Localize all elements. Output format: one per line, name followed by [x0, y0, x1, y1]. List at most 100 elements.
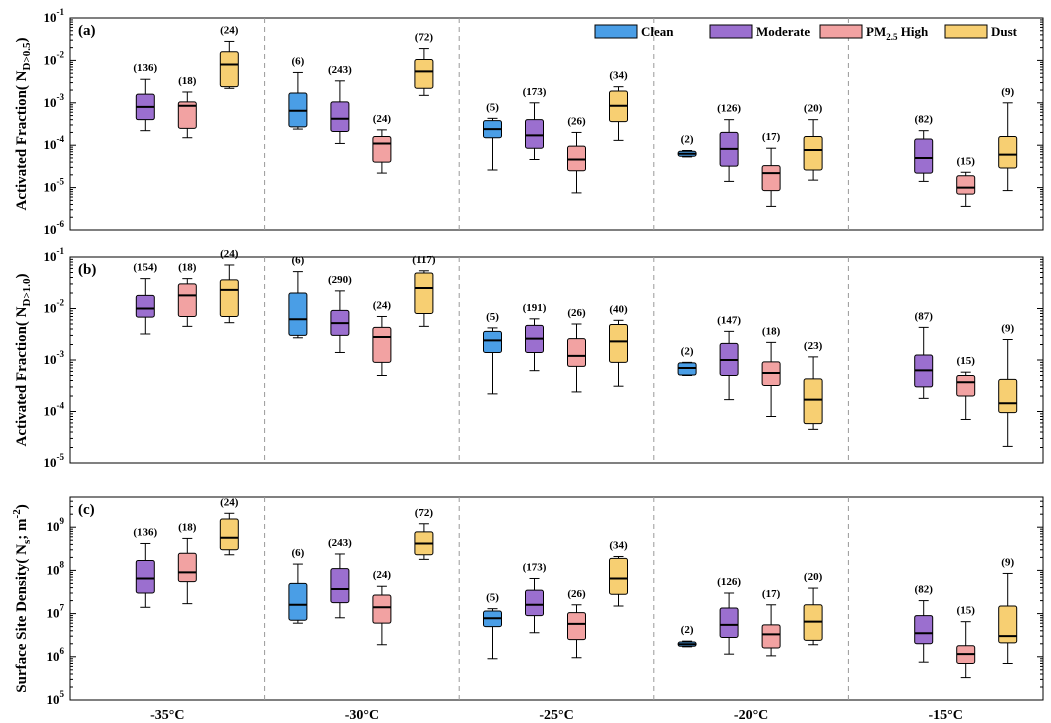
box-body — [219, 51, 239, 88]
y-axis-label-sub: D>1.0 — [21, 278, 33, 306]
y-axis-label-tail: ; m — [14, 518, 30, 540]
box-body — [525, 589, 544, 617]
sample-count-label: (243) — [328, 64, 352, 76]
box-body — [372, 594, 392, 624]
sample-count-label: (147) — [717, 314, 741, 326]
y-tick-exponent: -6 — [57, 219, 65, 229]
box-dust: (72) — [414, 32, 434, 96]
box-body — [609, 557, 628, 595]
box-body — [414, 272, 434, 314]
sample-count-label: (26) — [567, 115, 586, 127]
box-body — [998, 378, 1018, 414]
sample-count-label: (2) — [681, 624, 694, 636]
legend-swatch — [944, 24, 988, 39]
sample-count-label: (15) — [957, 155, 976, 167]
y-tick-exponent: -2 — [57, 49, 65, 59]
box-dust: (9) — [998, 556, 1018, 664]
box-body — [288, 582, 308, 621]
sample-count-label: (18) — [178, 262, 197, 274]
box-body — [998, 136, 1018, 169]
sample-count-label: (23) — [804, 340, 823, 352]
y-tick-base: 10 — [44, 137, 57, 152]
sample-count-label: (6) — [291, 547, 304, 559]
sample-count-label: (72) — [415, 32, 434, 44]
y-tick-exponent: 7 — [60, 603, 65, 613]
y-tick-label: 10-2 — [44, 298, 65, 316]
sample-count-label: (136) — [133, 62, 157, 74]
legend-item-pm2-5-high: PM2.5 High — [819, 24, 929, 42]
sample-count-label: (15) — [957, 605, 976, 617]
box-dust: (9) — [998, 86, 1018, 192]
box-body — [609, 323, 628, 363]
y-axis-label-sub: D>0.5 — [21, 42, 33, 70]
y-tick-exponent: -4 — [57, 134, 65, 144]
panel-label: (a) — [78, 23, 96, 39]
sample-count-label: (2) — [681, 345, 694, 357]
box-moderate: (154) — [133, 262, 158, 335]
sample-count-label: (17) — [762, 131, 781, 143]
box-moderate: (147) — [717, 314, 741, 401]
legend-label-main: Dust — [991, 24, 1018, 39]
sample-count-label: (26) — [567, 588, 586, 600]
box-dust: (20) — [803, 103, 823, 181]
box-moderate: (173) — [523, 86, 547, 160]
y-tick-label: 10-1 — [44, 246, 65, 264]
box-pm2-5-high: (24) — [372, 569, 392, 646]
legend-swatch — [594, 24, 638, 39]
box-body — [567, 145, 586, 172]
box-clean: (2) — [677, 345, 697, 377]
sample-count-label: (34) — [609, 70, 628, 82]
x-tick-label: -15°C — [929, 708, 963, 723]
y-tick-exponent: -1 — [57, 7, 65, 17]
box-body — [719, 607, 739, 638]
sample-count-label: (24) — [373, 569, 392, 581]
sample-count-label: (24) — [220, 248, 239, 260]
y-tick-label: 10-6 — [44, 219, 65, 237]
box-dust: (20) — [803, 571, 823, 646]
legend-swatch — [709, 24, 753, 39]
y-axis-label-tail2: ) — [14, 504, 30, 509]
panel-a: 10-610-510-410-310-210-1(a)Activated Fra… — [14, 7, 1044, 237]
y-tick-base: 10 — [47, 519, 60, 534]
y-axis-label-tail: ) — [14, 274, 30, 279]
legend-label: Clean — [641, 24, 674, 39]
legend: Clean Moderate PM2.5 High Dust — [594, 24, 1018, 42]
y-axis-label: Activated Fraction( ND>0.5) — [14, 38, 33, 211]
sample-count-label: (24) — [373, 299, 392, 311]
y-tick-base: 10 — [44, 301, 57, 316]
y-axis-label-main: Activated Fraction( N — [14, 306, 30, 446]
y-tick-label: 108 — [47, 559, 65, 577]
box-pm2-5-high: (24) — [372, 113, 392, 174]
y-tick-base: 10 — [44, 455, 57, 470]
box-clean: (6) — [288, 255, 308, 339]
sample-count-label: (2) — [681, 133, 694, 145]
y-tick-base: 10 — [44, 52, 57, 67]
box-pm2-5-high: (24) — [372, 299, 392, 377]
legend-label-main: PM — [866, 24, 886, 39]
box-body — [956, 375, 976, 397]
sample-count-label: (18) — [762, 325, 781, 337]
box-pm2-5-high: (17) — [761, 131, 781, 207]
y-tick-base: 10 — [44, 95, 57, 110]
box-dust: (72) — [414, 507, 434, 560]
y-tick-label: 10-4 — [44, 134, 65, 152]
panel-frame — [69, 496, 1044, 701]
sample-count-label: (173) — [523, 86, 547, 98]
y-tick-base: 10 — [47, 562, 60, 577]
sample-count-label: (154) — [133, 262, 157, 274]
box-clean: (2) — [677, 624, 697, 648]
box-pm2-5-high: (18) — [761, 325, 781, 417]
y-tick-exponent: 9 — [60, 516, 65, 526]
box-body — [998, 605, 1018, 644]
y-tick-exponent: -1 — [57, 246, 65, 256]
box-moderate: (243) — [328, 537, 352, 619]
x-tick-label: -35°C — [150, 708, 184, 723]
legend-item-dust: Dust — [944, 24, 1018, 39]
sample-count-label: (15) — [957, 355, 976, 367]
box-body — [372, 326, 392, 363]
sample-count-label: (82) — [915, 584, 934, 596]
panel-label: (c) — [78, 502, 95, 518]
y-tick-label: 10-1 — [44, 7, 65, 25]
sample-count-label: (290) — [328, 274, 352, 286]
y-tick-exponent: -3 — [57, 349, 65, 359]
